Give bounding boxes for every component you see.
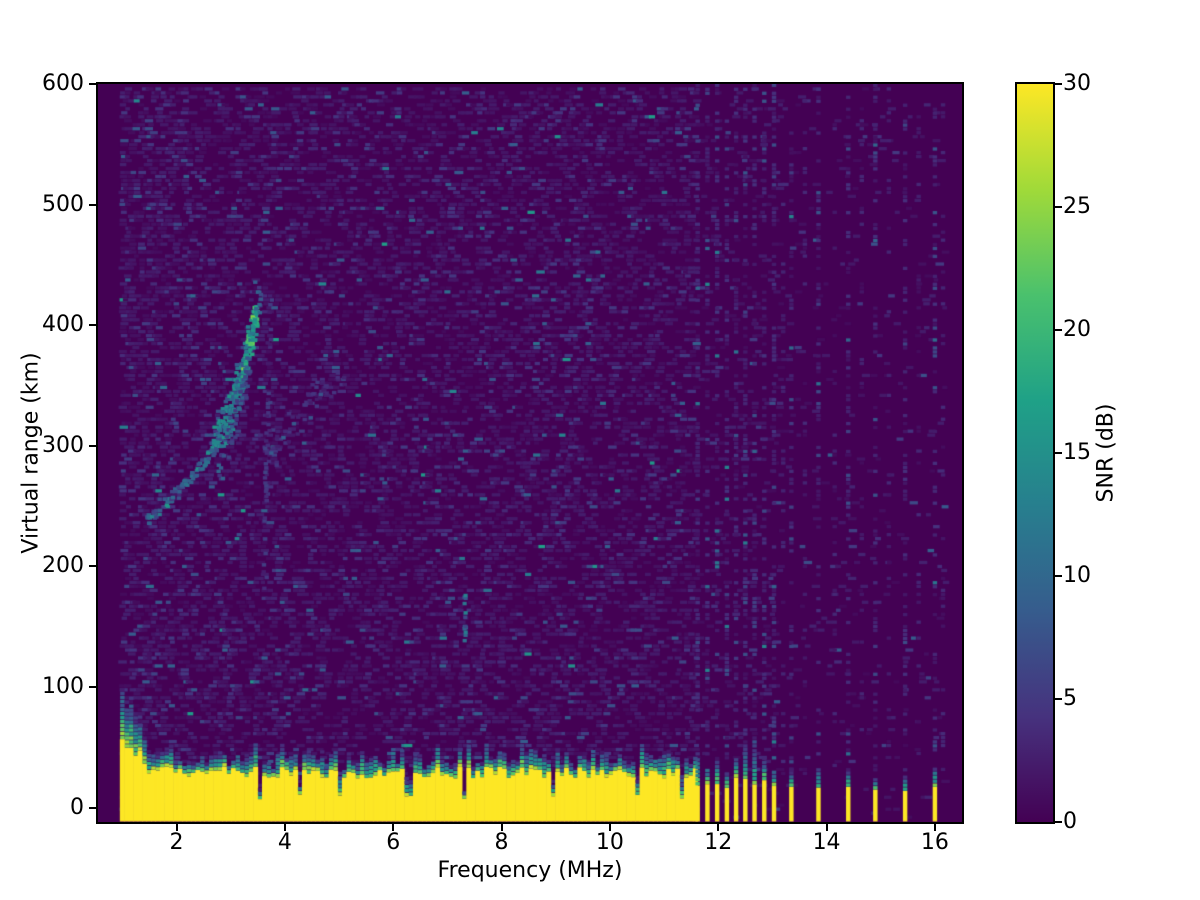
- colorbar-tick-label: 25: [1063, 194, 1091, 219]
- y-tick-mark: [89, 806, 96, 809]
- y-tick-label: 500: [42, 191, 84, 217]
- y-tick-label: 200: [42, 553, 84, 579]
- x-tick-mark: [608, 824, 611, 831]
- colorbar-tick-label: 5: [1063, 686, 1077, 711]
- colorbar-tick-label: 10: [1063, 563, 1091, 588]
- x-tick-label: 4: [277, 830, 292, 855]
- y-tick-mark: [89, 565, 96, 568]
- y-tick-mark: [89, 324, 96, 327]
- x-tick-mark: [283, 824, 286, 831]
- colorbar-tick-label: 30: [1063, 71, 1091, 96]
- y-tick-label: 0: [70, 794, 84, 820]
- x-tick-label: 6: [386, 830, 401, 855]
- x-tick-label: 14: [812, 830, 841, 855]
- x-tick-mark: [500, 824, 503, 831]
- y-axis-label: Virtual range (km): [18, 352, 44, 554]
- x-tick-label: 8: [494, 830, 509, 855]
- colorbar-tick-label: 15: [1063, 440, 1091, 465]
- y-tick-label: 300: [42, 432, 84, 458]
- x-tick-mark: [825, 824, 828, 831]
- x-tick-mark: [175, 824, 178, 831]
- x-tick-mark: [717, 824, 720, 831]
- y-tick-mark: [89, 685, 96, 688]
- colorbar-tick-label: 20: [1063, 317, 1091, 342]
- x-tick-label: 12: [704, 830, 733, 855]
- y-tick-label: 400: [42, 312, 84, 338]
- colorbar: [1015, 82, 1055, 824]
- x-tick-label: 10: [595, 830, 624, 855]
- colorbar-tick-mark: [1055, 83, 1062, 85]
- x-tick-label: 2: [169, 830, 184, 855]
- y-tick-mark: [89, 203, 96, 206]
- colorbar-tick-mark: [1055, 821, 1062, 823]
- colorbar-tick-label: 0: [1063, 809, 1077, 834]
- colorbar-tick-mark: [1055, 452, 1062, 454]
- x-tick-mark: [392, 824, 395, 831]
- y-tick-label: 600: [42, 71, 84, 96]
- colorbar-label: SNR (dB): [1093, 403, 1119, 503]
- x-tick-label: 16: [920, 830, 949, 855]
- x-tick-mark: [933, 824, 936, 831]
- colorbar-tick-mark: [1055, 206, 1062, 208]
- colorbar-tick-mark: [1055, 698, 1062, 700]
- plot-area: [96, 82, 964, 824]
- x-axis-label: Frequency (MHz): [437, 858, 623, 883]
- colorbar-tick-mark: [1055, 575, 1062, 577]
- y-tick-mark: [89, 83, 96, 85]
- colorbar-tick-mark: [1055, 329, 1062, 331]
- y-tick-mark: [89, 444, 96, 447]
- y-tick-label: 100: [42, 673, 84, 699]
- colorbar-gradient: [1017, 84, 1053, 822]
- ionogram-heatmap-canvas: [98, 84, 962, 822]
